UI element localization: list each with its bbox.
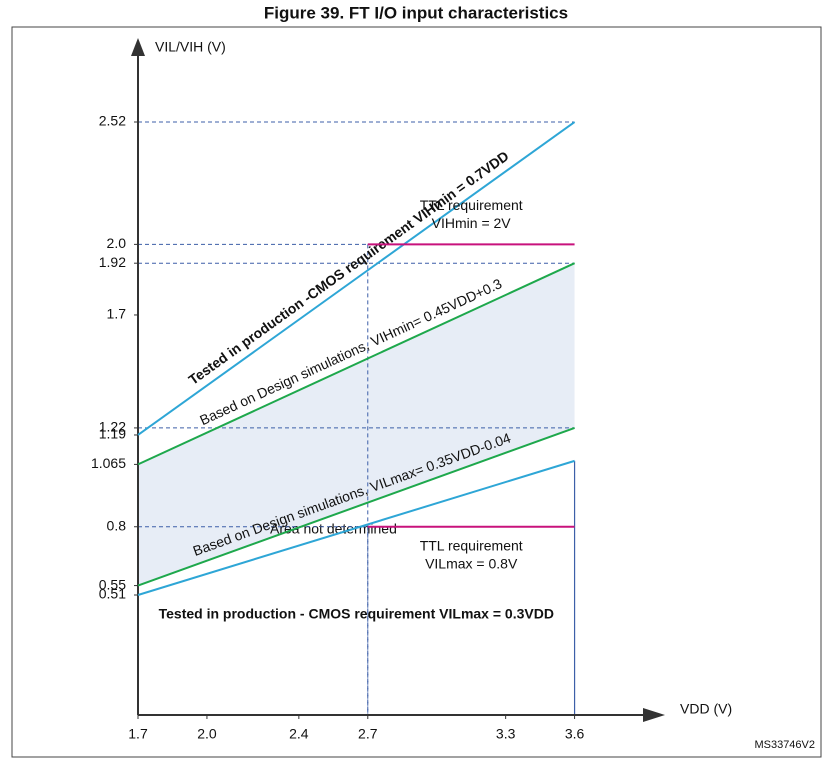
y-tick-label: 1.065 <box>91 455 126 471</box>
y-tick-label: 0.8 <box>107 517 127 533</box>
x-tick-label: 1.7 <box>128 726 148 742</box>
y-tick-label: 2.52 <box>99 113 126 129</box>
series-line <box>137 459 575 596</box>
y-tick-label: 2.0 <box>107 235 127 251</box>
series-line <box>137 426 575 587</box>
line-label: VIHmin = 2V <box>432 215 512 231</box>
y-tick-label: 1.19 <box>99 426 126 442</box>
line-label: TTL requirement <box>420 197 523 213</box>
series-line <box>137 262 575 466</box>
y-tick-label: 1.92 <box>99 254 126 270</box>
x-axis-label: VDD (V) <box>680 701 732 717</box>
x-tick-label: 2.0 <box>197 726 217 742</box>
x-tick-label: 3.6 <box>565 726 585 742</box>
line-label: Tested in production - CMOS requirement … <box>159 606 554 622</box>
y-axis-arrow <box>131 38 145 56</box>
chart-title: Figure 39. FT I/O input characteristics <box>264 3 568 22</box>
y-axis-label: VIL/VIH (V) <box>155 39 226 55</box>
figure-id: MS33746V2 <box>754 739 815 751</box>
y-tick-label: 1.7 <box>107 306 127 322</box>
series-line <box>137 121 576 436</box>
shaded-area <box>138 263 575 586</box>
x-axis-arrow <box>643 708 665 722</box>
x-tick-label: 3.3 <box>496 726 516 742</box>
x-tick-label: 2.7 <box>358 726 378 742</box>
frame <box>11 26 822 758</box>
x-tick-label: 2.4 <box>289 726 309 742</box>
y-tick-label: 0.51 <box>99 586 126 602</box>
line-label: TTL requirement <box>420 537 523 553</box>
y-tick-label: 0.55 <box>99 576 126 592</box>
y-tick-label: 1.22 <box>99 419 126 435</box>
line-label: VILmax = 0.8V <box>425 555 518 571</box>
